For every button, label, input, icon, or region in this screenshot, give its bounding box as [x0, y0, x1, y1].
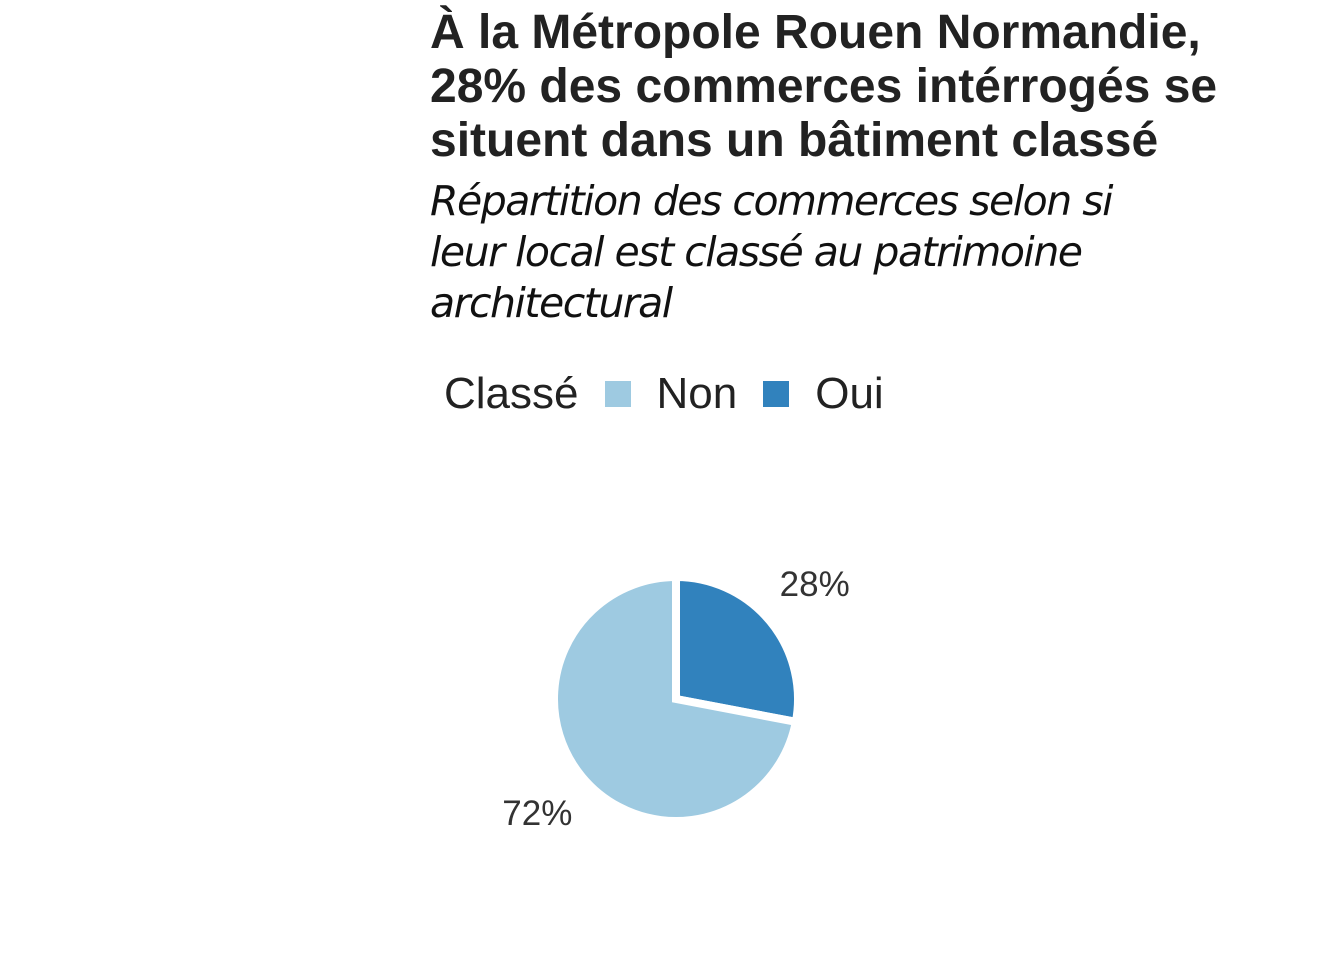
legend-item-oui: Oui — [763, 369, 884, 419]
chart-title-line-2: 28% des commerces intérrogés se — [430, 60, 1218, 113]
slice-label-oui: 28% — [780, 565, 850, 604]
chart-subtitle-line-2: leur local est classé au patrimoine — [430, 228, 1083, 276]
chart-subtitle: Répartition des commerces selon si leur … — [430, 176, 1330, 329]
chart-title-line-3: situent dans un bâtiment classé — [430, 114, 1159, 167]
legend-title: Classé — [444, 369, 579, 418]
slice-label-non: 72% — [502, 794, 572, 833]
legend-key-non — [604, 381, 631, 407]
chart-subtitle-line-3: architectural — [430, 279, 673, 327]
pie-slice-oui — [672, 572, 802, 727]
legend: Classé Non Oui — [444, 366, 910, 422]
pie-slice-non — [550, 572, 801, 825]
chart-title-line-1: À la Métropole Rouen Normandie, — [430, 6, 1201, 59]
chart-title: À la Métropole Rouen Normandie, 28% des … — [430, 6, 1330, 168]
chart-subtitle-line-1: Répartition des commerces selon si — [430, 177, 1113, 225]
legend-label-non: Non — [656, 369, 738, 418]
legend-item-non: Non — [604, 369, 738, 419]
legend-key-oui — [763, 381, 790, 407]
legend-label-oui: Oui — [815, 369, 884, 418]
